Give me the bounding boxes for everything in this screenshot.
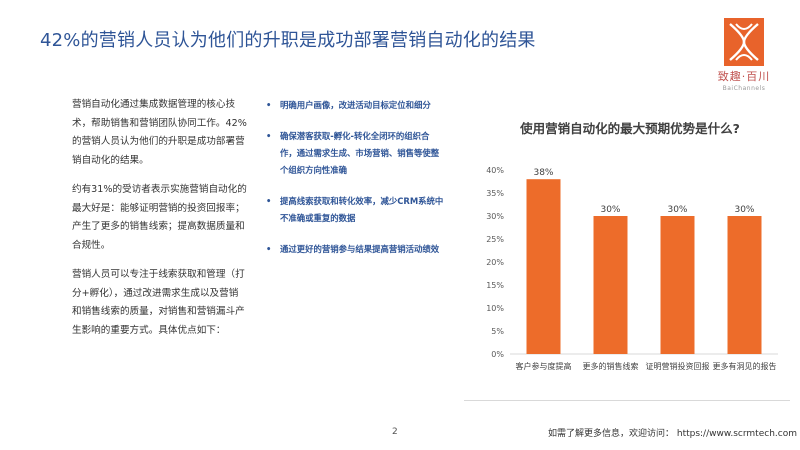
y-tick-label: 25% [486,235,504,244]
chart-bar [526,179,561,354]
logo-name: 致趣·百川 [717,70,771,83]
bar-chart: 0% 5% 10% 15% 20% 25% 30% 35% 40% 38% 客户参与度提高 30% 更多… [486,166,778,371]
company-logo: 致趣·百川 BaiChannels [708,18,780,96]
intro-paragraph: 营销人员可以专注于线索获取和管理（打分+孵化），通过改进需求生成以及营销和销售线… [72,269,245,336]
page-title: 42%的营销人员认为他们的升职是成功部署营销自动化的结果 [40,30,536,51]
footer-link-text: 如需了解更多信息，欢迎访问： https://www.scrmtech.com [548,429,797,439]
intro-paragraph: 约有31%的受访者表示实施营销自动化的最大好是：能够证明营销的投资回报率；产生了… [72,184,247,251]
chart-divider [464,400,790,401]
intro-text: 营销自动化通过集成数据管理的核心技术，帮助销售和营销团队协同工作。42%的营销人… [72,96,247,351]
x-tick-label: 更多有洞见的报告 [713,361,777,371]
benefit-item: • 明确用户画像，改进活动目标定位和细分 [264,97,444,114]
benefit-text: 确保潜客获取-孵化-转化全闭环的组织合作，通过需求生成、市场营销、销售等使整个组… [280,131,440,175]
benefit-text: 明确用户画像，改进活动目标定位和细分 [280,100,431,110]
benefit-item: • 通过更好的营销参与结果提高营销活动绩效 [264,241,444,258]
page-number: 2 [392,427,398,437]
y-tick-label: 5% [491,327,504,336]
x-tick-label: 更多的销售线索 [583,361,639,371]
logo-subtitle: BaiChannels [722,85,766,92]
bar-value-label: 30% [734,205,754,215]
bullet-icon: • [266,196,272,206]
bullet-icon: • [266,244,272,254]
y-tick-label: 20% [486,258,504,267]
benefit-text: 提高线索获取和转化效率，减少CRM系统中不准确或重复的数据 [280,196,444,223]
y-tick-label: 30% [486,212,504,221]
chart-bar [660,216,695,354]
x-tick-label: 证明营销投资回报 [646,361,710,371]
chart-bar [593,216,628,354]
y-tick-label: 15% [486,281,504,290]
y-tick-label: 40% [486,166,504,175]
bar-value-label: 38% [533,168,553,178]
y-tick-label: 10% [486,304,504,313]
y-tick-label: 35% [486,189,504,198]
bar-value-label: 30% [600,205,620,215]
benefit-text: 通过更好的营销参与结果提高营销活动绩效 [280,244,440,254]
intro-paragraph: 营销自动化通过集成数据管理的核心技术，帮助销售和营销团队协同工作。42%的营销人… [72,99,247,166]
benefit-item: • 提高线索获取和转化效率，减少CRM系统中不准确或重复的数据 [264,193,444,227]
bullet-icon: • [266,100,272,110]
y-tick-label: 0% [491,350,504,359]
logo-mark-icon [724,18,764,66]
bar-value-label: 30% [667,205,687,215]
benefit-item: • 确保潜客获取-孵化-转化全闭环的组织合作，通过需求生成、市场营销、销售等使整个… [264,128,444,179]
chart-title: 使用营销自动化的最大预期优势是什么? [520,121,740,136]
chart-bar [727,216,762,354]
bullet-icon: • [266,131,272,141]
benefit-list: • 明确用户画像，改进活动目标定位和细分 • 确保潜客获取-孵化-转化全闭环的组织合… [264,97,444,272]
x-tick-label: 客户参与度提高 [516,361,572,371]
